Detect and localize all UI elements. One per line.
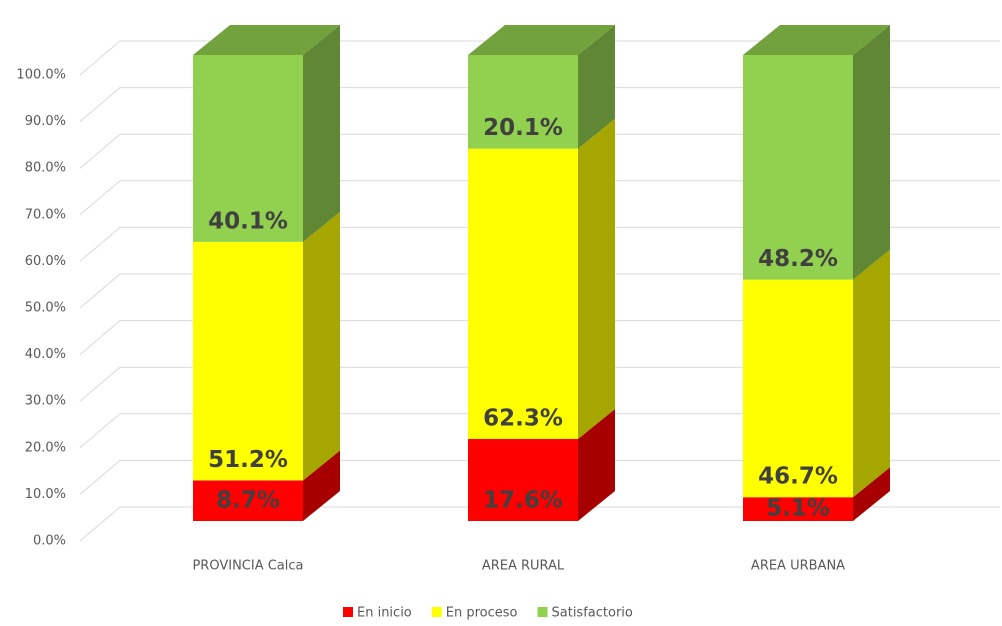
grid-line [79,273,1000,309]
data-label: 48.2% [758,246,838,272]
bar [743,55,853,280]
y-tick-label: 0.0% [33,534,66,549]
data-label: 20.1% [483,115,563,141]
bar-side [853,25,890,280]
y-tick-label: 10.0% [25,487,66,502]
data-label: 62.3% [483,405,563,431]
bar-side [578,408,615,521]
legend-label: Satisfactorio [552,606,633,621]
y-tick-label: 60.0% [25,254,66,269]
bar-side [578,25,615,149]
bar-side [303,450,340,521]
legend-label: En proceso [446,606,518,621]
x-tick-label: AREA URBANA [751,559,845,574]
bar [193,55,303,242]
grid-line [79,459,1000,495]
grid-line [79,413,1000,449]
data-label: 5.1% [766,496,830,522]
bar-side [303,25,340,242]
data-label: 40.1% [208,208,288,234]
legend-swatch [431,607,442,617]
x-tick-label: AREA RURAL [482,559,565,574]
bar [743,279,853,498]
grid-line [79,320,1000,355]
bar [468,55,578,149]
data-label: 17.6% [483,488,563,514]
grid-line [79,180,1000,216]
x-tick-label: PROVINCIA Calca [192,559,303,574]
bar [193,480,303,521]
bar [193,241,303,481]
y-tick-label: 30.0% [25,394,66,409]
y-tick-label: 100.0% [16,68,66,83]
bar-side [853,249,890,498]
y-tick-label: 90.0% [25,114,66,129]
y-tick-label: 50.0% [25,301,66,316]
bar [468,438,578,521]
grid-line [79,40,1000,76]
bar-side [303,211,340,481]
grid-line [79,87,1000,122]
bar-top [743,25,890,55]
grid-line [79,506,1000,542]
bar-side [853,467,890,521]
y-tick-label: 20.0% [25,440,66,455]
data-label: 51.2% [208,447,288,473]
y-tick-label: 80.0% [25,161,66,176]
bar-top [468,25,615,55]
bar-top [193,25,340,55]
legend-swatch [343,607,353,617]
grid-line [79,366,1000,402]
y-tick-label: 40.0% [25,347,66,362]
bar-side [578,118,615,439]
grid-line [79,133,1000,169]
grid-line [79,226,1000,262]
legend-label: En inicio [357,606,412,621]
y-tick-label: 70.0% [25,207,66,222]
bar [743,497,853,521]
data-label: 46.7% [758,464,838,490]
legend-swatch [537,607,548,617]
data-label: 8.7% [216,488,280,514]
bar [468,148,578,439]
